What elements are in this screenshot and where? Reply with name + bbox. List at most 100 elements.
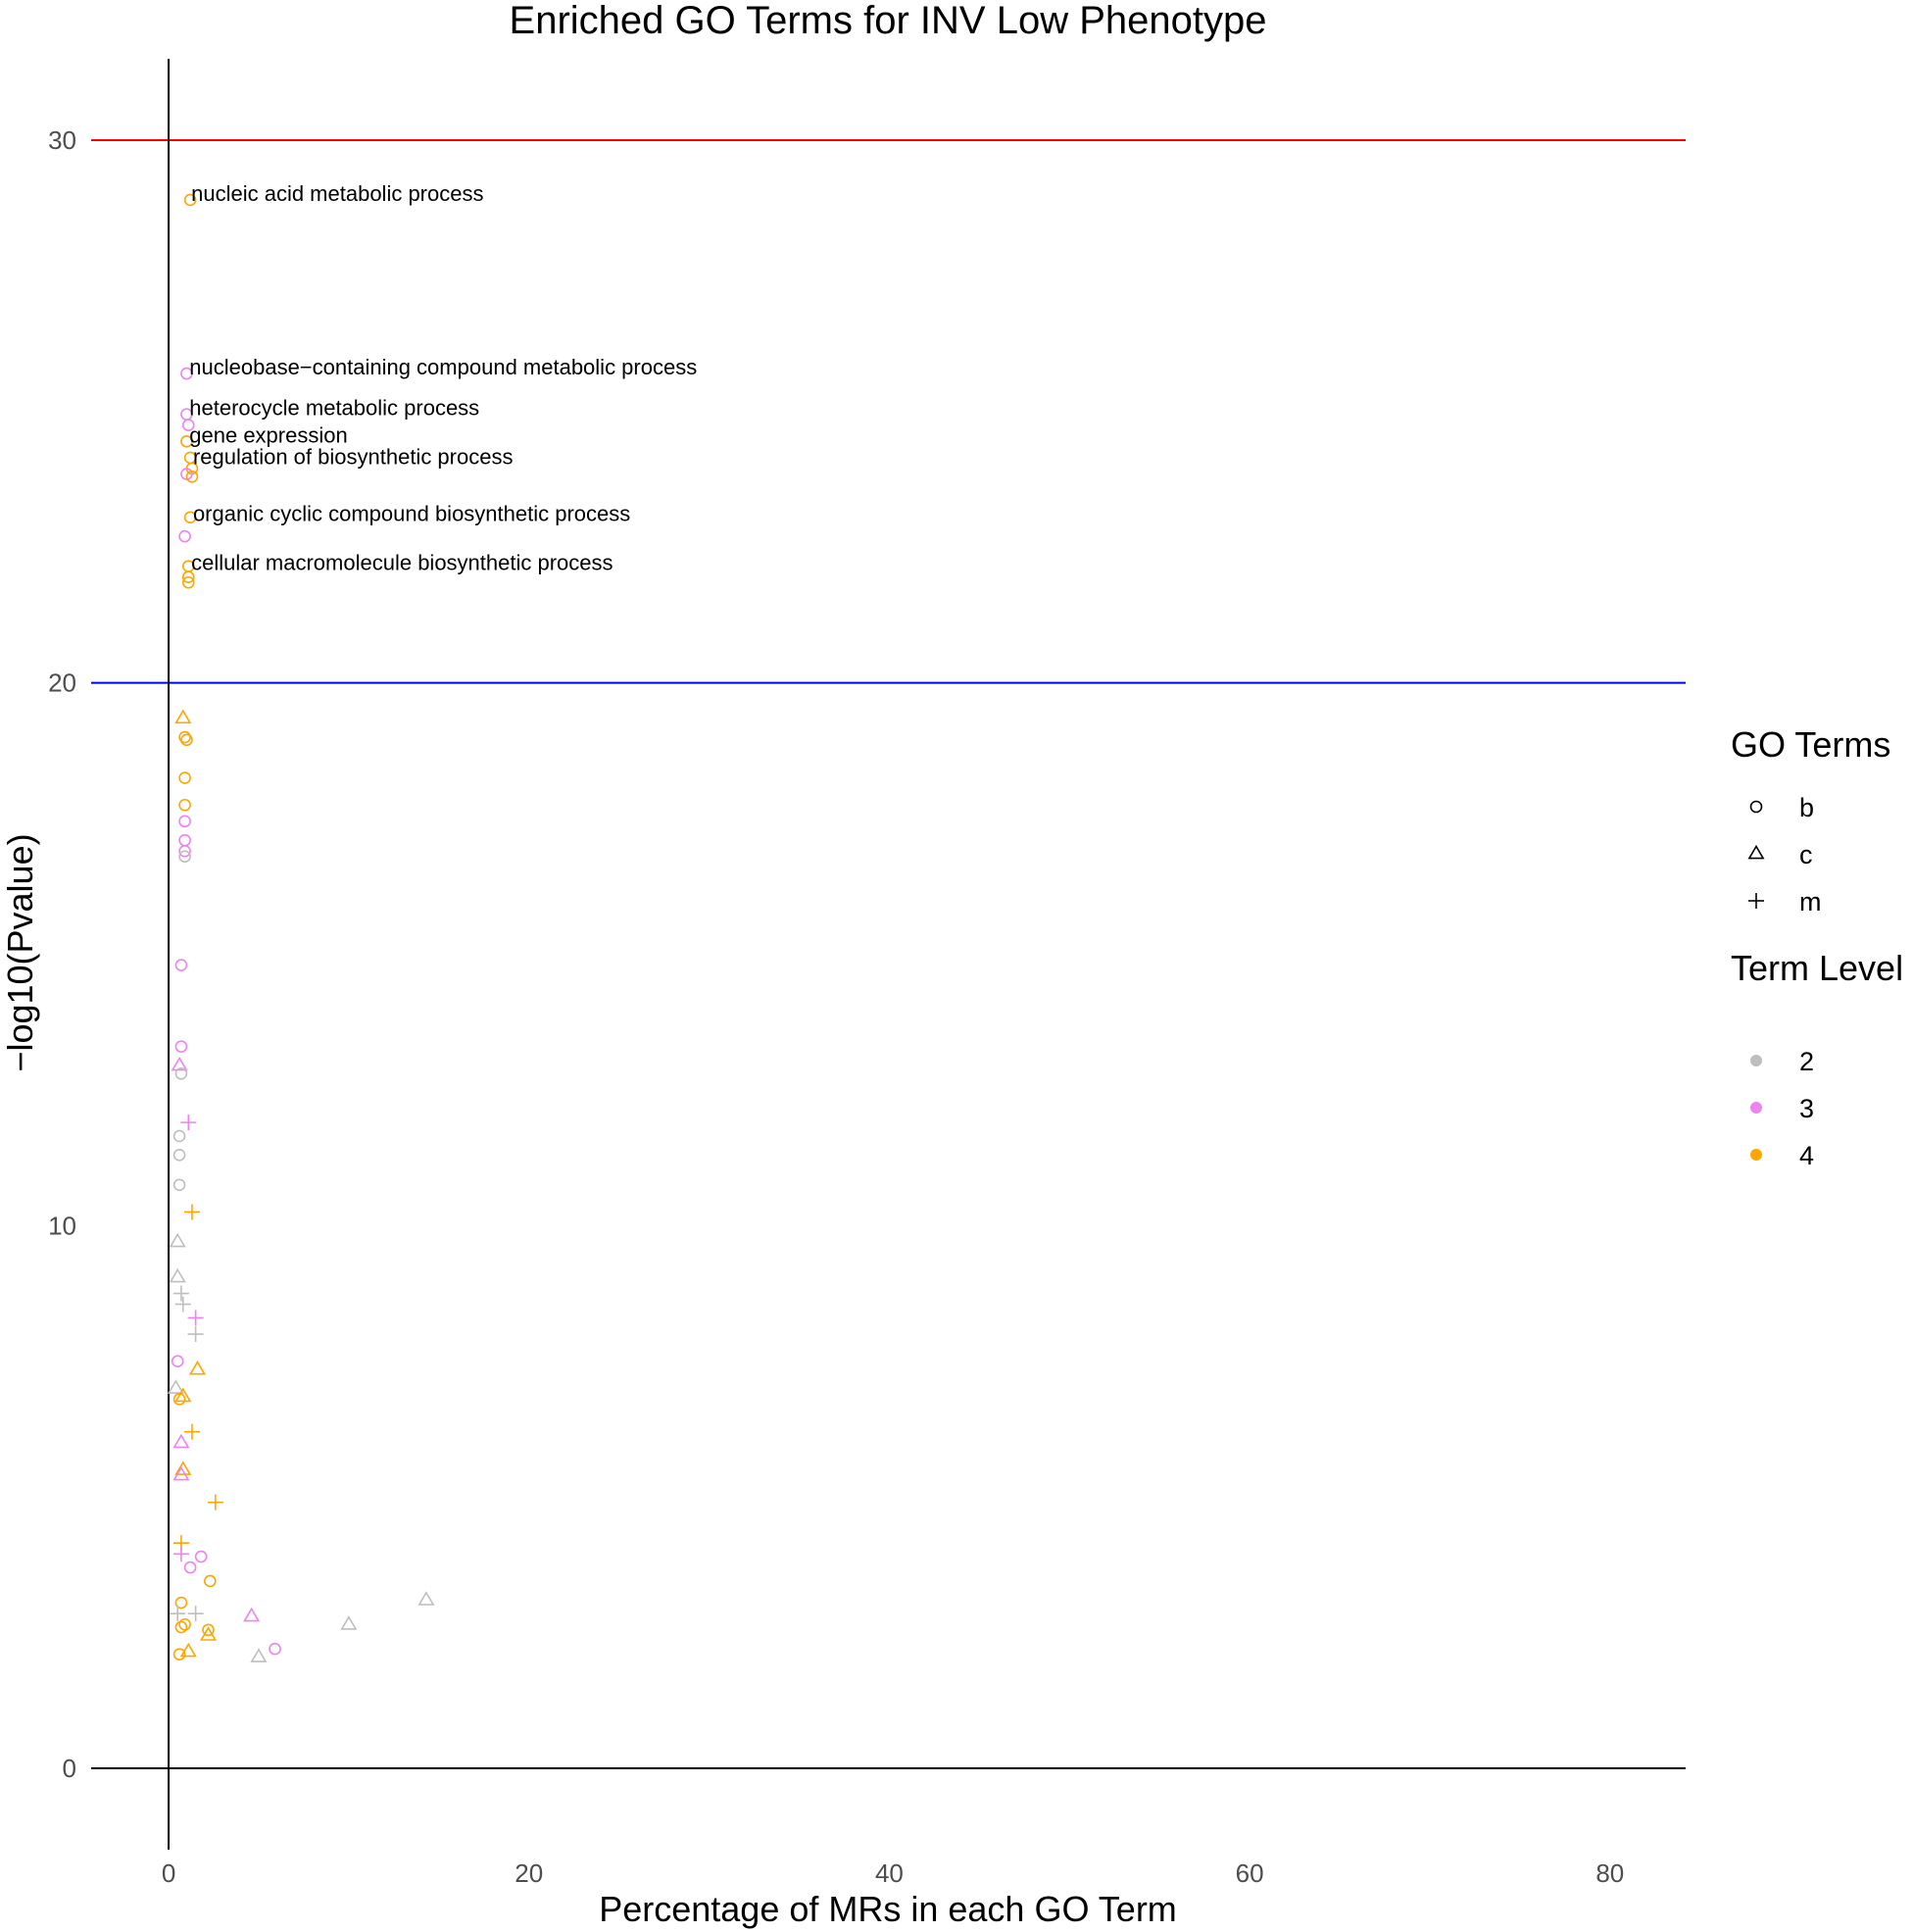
y-tick-label: 0 [63, 1754, 76, 1783]
point-56 [187, 1606, 204, 1622]
point-23 [174, 959, 188, 971]
point-10 [178, 529, 191, 543]
point-26 [174, 1067, 188, 1080]
point-53 [417, 1591, 435, 1606]
point-18 [178, 798, 191, 812]
point-65 [250, 1648, 268, 1662]
point-42 [172, 1393, 186, 1406]
point-17 [178, 771, 191, 784]
point-35 [174, 1296, 191, 1313]
point-30 [172, 1178, 186, 1192]
point-24 [174, 1040, 188, 1053]
legend-shape-label: m [1799, 887, 1822, 916]
point-54 [174, 1596, 188, 1610]
point-44 [172, 1433, 190, 1449]
legend-color-items: 2 3 4 [1750, 1047, 1814, 1170]
point-59 [178, 1617, 191, 1631]
point-13 [181, 575, 195, 589]
point-61 [202, 1623, 215, 1637]
legend-shape-items: bcm [1747, 793, 1822, 916]
point-20 [178, 833, 191, 847]
point-52 [204, 1574, 217, 1588]
point-66 [172, 1648, 186, 1660]
y-tick-label: 30 [48, 125, 76, 155]
point-33 [169, 1267, 186, 1283]
legend-shape-label: c [1799, 840, 1813, 869]
point-55 [170, 1606, 186, 1622]
point-27 [180, 1115, 197, 1131]
point-57 [243, 1607, 261, 1622]
point-32 [169, 1232, 186, 1248]
data-points [167, 193, 435, 1662]
annotation-label: cellular macromolecule biosynthetic proc… [191, 550, 613, 574]
x-tick-label: 80 [1595, 1858, 1624, 1888]
point-29 [172, 1149, 186, 1162]
legend-shape-label: b [1799, 793, 1814, 822]
point-51 [183, 1560, 197, 1574]
point-15 [178, 730, 191, 744]
y-axis-title: −log10(Pvalue) [0, 833, 40, 1071]
point-9 [183, 511, 197, 524]
legend-color-label: 3 [1799, 1094, 1814, 1123]
x-axis-title: Percentage of MRs in each GO Term [599, 1889, 1177, 1929]
point-21 [178, 845, 191, 858]
legend-color-title: Term Level [1731, 948, 1903, 988]
legend-color-swatch-2 [1750, 1055, 1762, 1066]
point-39 [171, 1355, 184, 1368]
legend-color-label: 4 [1799, 1141, 1814, 1170]
point-16 [180, 733, 193, 747]
point-50 [194, 1550, 208, 1563]
point-28 [172, 1129, 186, 1143]
annotation-label: nucleobase−containing compound metabolic… [189, 355, 697, 379]
annotation-label: regulation of biosynthetic process [193, 444, 514, 469]
point-63 [179, 1642, 197, 1658]
x-tick-label: 40 [875, 1858, 904, 1888]
x-tick-label: 60 [1236, 1858, 1264, 1888]
point-annotations: nucleic acid metabolic process nucleobase… [189, 181, 697, 574]
point-12 [181, 570, 195, 584]
chart-title: Enriched GO Terms for INV Low Phenotype [510, 0, 1267, 42]
point-45 [174, 1461, 192, 1475]
legend-color-swatch-3 [1750, 1102, 1762, 1114]
point-60 [174, 1620, 188, 1634]
point-47 [207, 1494, 223, 1511]
legend-shape-title: GO Terms [1731, 724, 1890, 765]
y-tick-label: 20 [48, 669, 76, 698]
annotation-label: nucleic acid metabolic process [191, 181, 483, 206]
x-tick-label: 20 [515, 1858, 543, 1888]
point-49 [172, 1546, 189, 1562]
point-3 [181, 419, 195, 432]
point-58 [340, 1615, 358, 1630]
point-36 [187, 1310, 204, 1326]
point-14 [174, 709, 192, 724]
point-62 [200, 1626, 217, 1641]
reference-lines [91, 59, 1686, 1850]
point-46 [172, 1465, 190, 1481]
x-tick-label: 0 [162, 1858, 175, 1888]
y-axis-ticks: 0 10 20 30 [48, 125, 76, 1783]
annotation-label: heterocycle metabolic process [189, 396, 479, 421]
point-1 [180, 367, 193, 380]
point-38 [188, 1360, 206, 1375]
legend-color-swatch-4 [1750, 1149, 1762, 1161]
point-25 [171, 1056, 188, 1071]
legend-shape-c [1747, 844, 1765, 860]
point-41 [174, 1387, 192, 1403]
point-64 [269, 1642, 281, 1656]
annotation-label: gene expression [189, 422, 347, 447]
point-4 [180, 435, 193, 448]
point-19 [178, 815, 191, 828]
point-22 [178, 850, 191, 864]
legend-color-label: 2 [1799, 1047, 1814, 1076]
point-43 [183, 1423, 200, 1440]
point-8 [185, 470, 199, 483]
annotation-label: organic cyclic compound biosynthetic pro… [193, 502, 630, 526]
x-axis-ticks: 0 20 40 60 80 [162, 1858, 1624, 1888]
point-40 [167, 1379, 184, 1394]
legend: GO Terms bcm Term Level 2 3 4 [1731, 724, 1903, 1170]
point-37 [187, 1326, 204, 1343]
legend-shape-b [1749, 800, 1763, 814]
point-0 [183, 193, 197, 207]
point-31 [183, 1204, 200, 1220]
